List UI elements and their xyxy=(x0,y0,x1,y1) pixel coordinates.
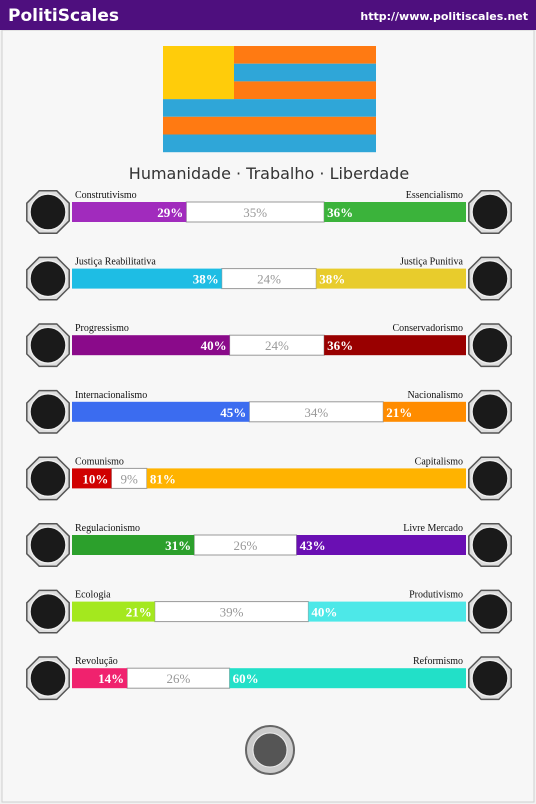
right-bar xyxy=(229,668,466,689)
neutral-value-label: 24% xyxy=(257,272,281,287)
axis-icon-inner xyxy=(471,393,509,431)
right-bar xyxy=(383,401,466,422)
left-bar xyxy=(72,468,112,489)
right-value-label: 40% xyxy=(311,605,337,620)
right-axis-name: Conservadorismo xyxy=(392,323,463,334)
left-value-label: 31% xyxy=(165,538,191,553)
axis-icon-inner xyxy=(471,592,509,631)
axis-icon-inner xyxy=(29,259,67,298)
left-value-label: 10% xyxy=(82,471,108,486)
neutral-value-label: 26% xyxy=(166,671,190,686)
right-bar xyxy=(296,535,466,555)
site-title[interactable]: PolitiScales xyxy=(8,6,119,26)
axis-icon-inner xyxy=(29,659,67,697)
left-bar xyxy=(72,268,222,289)
axis-icon-inner xyxy=(29,193,67,231)
right-axis-name: Produtivismo xyxy=(409,590,463,601)
axis-icon-inner xyxy=(29,393,67,431)
right-bar xyxy=(316,268,466,289)
neutral-value-label: 34% xyxy=(304,405,328,420)
axis-icon-inner xyxy=(29,459,67,498)
left-axis-name: Ecologia xyxy=(75,590,111,601)
right-value-label: 60% xyxy=(233,671,259,686)
right-axis-name: Capitalismo xyxy=(415,456,463,467)
left-bar xyxy=(72,535,195,555)
axis-icon-inner xyxy=(471,459,509,498)
right-axis-name: Essencialismo xyxy=(406,190,463,201)
left-value-label: 38% xyxy=(193,272,219,287)
axis-icon-inner xyxy=(471,193,509,231)
seal xyxy=(245,725,295,775)
site-url[interactable]: http://www.politiscales.net xyxy=(360,10,528,23)
left-axis-name: Justiça Reabilitativa xyxy=(75,257,156,268)
left-axis-name: Regulacionismo xyxy=(75,523,140,534)
left-bar xyxy=(72,401,250,422)
right-axis-name: Nacionalismo xyxy=(407,390,463,401)
right-axis-name: Reformismo xyxy=(413,656,463,667)
left-value-label: 29% xyxy=(157,205,183,220)
left-bar xyxy=(72,202,187,222)
axis-icon-inner xyxy=(471,326,509,364)
right-bar xyxy=(146,468,467,489)
right-bar xyxy=(324,202,466,222)
neutral-value-label: 39% xyxy=(220,605,244,620)
left-bar xyxy=(72,668,128,689)
left-axis-name: Comunismo xyxy=(75,456,124,467)
flag xyxy=(163,46,376,153)
right-bar xyxy=(308,601,466,622)
neutral-value-label: 9% xyxy=(120,471,138,486)
left-value-label: 45% xyxy=(220,405,246,420)
left-value-label: 14% xyxy=(98,671,124,686)
left-value-label: 21% xyxy=(126,605,152,620)
right-axis-name: Justiça Punitiva xyxy=(400,257,464,268)
left-axis-name: Revolução xyxy=(75,656,118,667)
axis-icon-inner xyxy=(471,526,509,564)
left-value-label: 40% xyxy=(201,338,227,353)
left-axis-name: Progressismo xyxy=(75,323,129,334)
axis-icon-inner xyxy=(471,659,509,697)
left-axis-name: Construtivismo xyxy=(75,190,137,201)
axis-icon-inner xyxy=(29,592,67,631)
right-value-label: 36% xyxy=(327,205,353,220)
right-value-label: 38% xyxy=(319,272,345,287)
left-bar xyxy=(72,601,155,622)
right-value-label: 21% xyxy=(386,405,412,420)
right-bar xyxy=(324,335,466,356)
right-value-label: 36% xyxy=(327,338,353,353)
slogan: Humanidade · Trabalho · Liberdade xyxy=(129,164,409,183)
axis-icon-inner xyxy=(471,259,509,298)
header-bar xyxy=(0,0,536,30)
neutral-value-label: 24% xyxy=(265,338,289,353)
right-axis-name: Livre Mercado xyxy=(403,523,463,534)
axis-icon-inner xyxy=(29,326,67,364)
neutral-value-label: 35% xyxy=(243,205,267,220)
neutral-value-label: 26% xyxy=(233,538,257,553)
left-axis-name: Internacionalismo xyxy=(75,390,147,401)
axis-icon-inner xyxy=(29,526,67,564)
left-bar xyxy=(72,335,230,356)
right-value-label: 81% xyxy=(150,471,176,486)
right-value-label: 43% xyxy=(300,538,326,553)
